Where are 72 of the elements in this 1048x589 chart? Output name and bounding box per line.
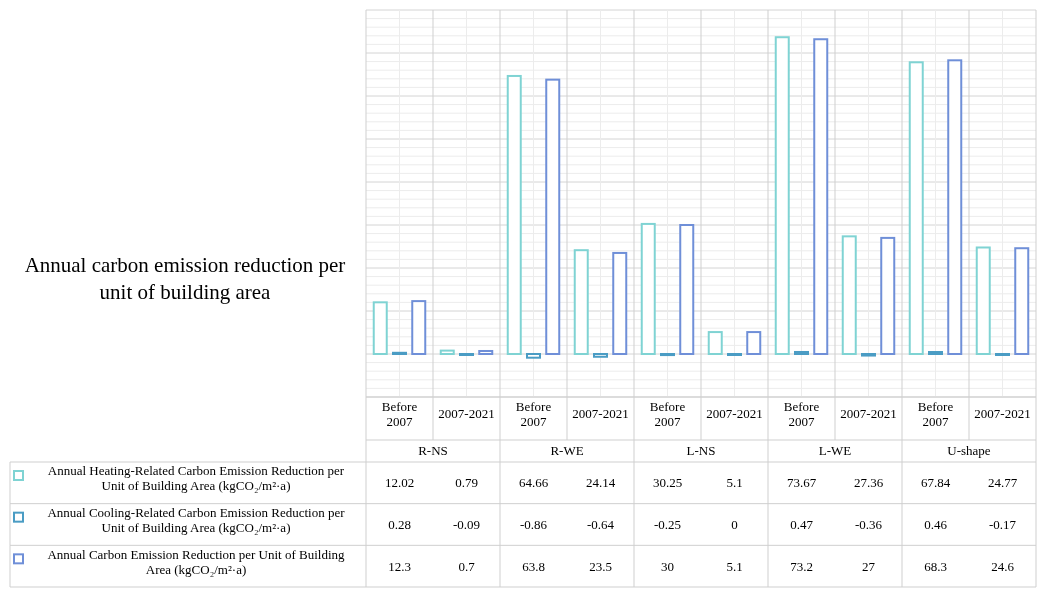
bar — [794, 350, 809, 355]
bar — [746, 331, 762, 355]
data-label: -0.36 — [854, 517, 883, 533]
text: R-NS — [418, 442, 448, 458]
data-label: 0.28 — [388, 517, 411, 533]
x-tick-label: Before 2007 — [515, 398, 552, 429]
bar — [478, 349, 494, 355]
data-label: 0.7 — [458, 558, 476, 574]
bar — [593, 353, 608, 358]
data-label: 24.77 — [987, 475, 1018, 491]
bar — [573, 249, 589, 355]
data-label: 27 — [862, 558, 876, 574]
bar — [679, 224, 695, 355]
legend-label: Annual Heating-Related Carbon Emission Reduction per Unit of Building Area (kgCO₂/m²·a) — [47, 463, 345, 494]
bar — [707, 331, 723, 355]
data-label: 0.47 — [790, 517, 814, 533]
text: R-WE — [550, 442, 584, 458]
data-label: 0.46 — [924, 517, 948, 533]
data-label: -0.09 — [452, 517, 481, 533]
data-label: 5.1 — [726, 475, 743, 491]
bar — [545, 78, 561, 355]
data-label: -0.86 — [519, 517, 548, 533]
data-label: 73.67 — [786, 475, 817, 491]
data-label: 63.8 — [522, 558, 545, 574]
data-label: 24.6 — [991, 558, 1015, 574]
bar — [880, 236, 896, 355]
x-tick-label: Before 2007 — [381, 398, 418, 429]
text: L-WE — [818, 442, 852, 458]
bar — [947, 59, 963, 355]
x-tick-label: 2007-2021 — [840, 406, 897, 421]
bar — [841, 235, 857, 355]
x-tick-label: Before 2007 — [649, 398, 686, 429]
bar — [1014, 247, 1030, 355]
data-label: 23.5 — [589, 558, 612, 574]
data-label: 30.25 — [652, 475, 683, 491]
x-tick-label: 2007-2021 — [706, 406, 763, 421]
bar — [526, 353, 541, 359]
bar — [372, 301, 388, 355]
text: U-shape — [947, 442, 991, 458]
bar — [640, 222, 656, 355]
legend-label: Annual Cooling-Related Carbon Emission Reduction per Unit of Building Area (kgCO₂/m²·a) — [47, 505, 346, 535]
legend-label: Annual Carbon Emission Reduction per Unit of Building Area (kgCO₂/m²·a) — [47, 546, 346, 577]
x-tick-label: 2007-2021 — [974, 406, 1031, 421]
data-label: 12.02 — [384, 475, 415, 491]
bar — [774, 36, 790, 355]
data-label: 24.14 — [585, 475, 616, 491]
x-tick-label: 2007-2021 — [438, 406, 495, 421]
data-label: -0.17 — [988, 517, 1017, 533]
text: Annual carbon emission reduction per unit of building area — [24, 253, 346, 304]
x-tick-label: Before 2007 — [917, 398, 954, 429]
bar — [612, 251, 628, 355]
data-label: 0.79 — [455, 475, 478, 491]
data-label: 73.2 — [790, 558, 813, 574]
data-label: 64.66 — [518, 475, 549, 491]
data-label: 30 — [661, 558, 674, 574]
bar — [908, 61, 924, 355]
data-label: 12.3 — [388, 558, 411, 574]
data-label: 0 — [731, 517, 738, 533]
bar — [813, 38, 829, 355]
data-label: 27.36 — [853, 475, 884, 491]
data-label: -0.25 — [653, 517, 682, 533]
data-label: 67.84 — [920, 475, 951, 491]
data-label: 68.3 — [924, 558, 947, 574]
bar — [506, 74, 522, 355]
bar — [439, 349, 455, 355]
x-tick-label: Before 2007 — [783, 398, 820, 429]
data-label: -0.64 — [586, 517, 615, 533]
data-label: 5.1 — [726, 558, 743, 574]
bar — [975, 246, 991, 355]
x-tick-label: 2007-2021 — [572, 406, 629, 421]
bar — [411, 300, 427, 355]
text: L-NS — [686, 442, 716, 458]
